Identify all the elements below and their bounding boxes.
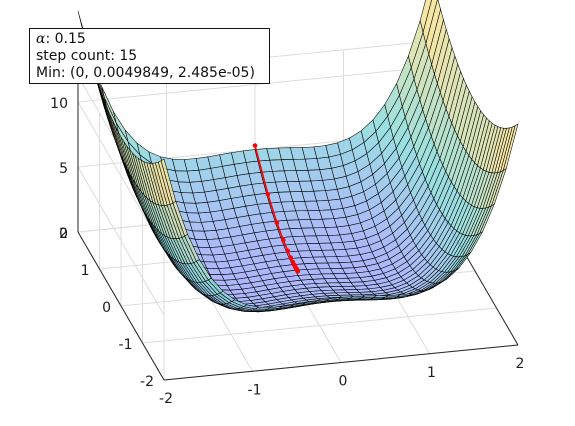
x-tick-label: 2 bbox=[516, 356, 525, 372]
gradient-path-point bbox=[285, 248, 291, 254]
info-box: α: 0.15 step count: 15 Min: (0, 0.004984… bbox=[29, 28, 270, 84]
alpha-value: : 0.15 bbox=[45, 31, 86, 47]
gradient-path-point bbox=[265, 192, 271, 197]
surface-patch bbox=[502, 123, 519, 171]
z-tick-label: 10 bbox=[50, 96, 68, 112]
z-tick-label: 5 bbox=[59, 161, 68, 177]
x-axis-line bbox=[163, 344, 519, 381]
y-tick-label: -1 bbox=[119, 337, 133, 353]
grid-line-z-left bbox=[77, 101, 165, 251]
grid-line-z-left bbox=[77, 166, 165, 316]
grid-line-z-back bbox=[77, 66, 433, 103]
alpha-line: α: 0.15 bbox=[36, 31, 263, 48]
x-tick-label: -1 bbox=[248, 382, 262, 398]
y-tick-label: 1 bbox=[81, 263, 90, 279]
gradient-path bbox=[252, 143, 301, 274]
y-axis-line bbox=[77, 231, 165, 381]
gradient-path-point bbox=[295, 268, 301, 274]
y-tick-label: 2 bbox=[59, 226, 68, 242]
gradient-path-point bbox=[252, 143, 258, 148]
x-tick-label: -2 bbox=[159, 391, 173, 407]
gradient-path-point bbox=[281, 237, 286, 243]
step-count: step count: 15 bbox=[36, 48, 138, 64]
x-tick-label: 1 bbox=[427, 365, 436, 381]
grid-line-y-floor bbox=[142, 307, 497, 344]
gradient-path-point bbox=[274, 220, 280, 226]
y-tick-label: 0 bbox=[102, 300, 111, 316]
alpha-symbol: α bbox=[36, 31, 46, 47]
y-tick-label: -2 bbox=[140, 374, 154, 390]
z-tick-label: 0 bbox=[59, 226, 68, 242]
surface-layer bbox=[77, 0, 519, 313]
min-value: Min: (0, 0.0049849, 2.485e-05) bbox=[36, 65, 255, 81]
x-tick-label: 0 bbox=[339, 374, 348, 390]
gradient-path-point bbox=[288, 255, 294, 260]
